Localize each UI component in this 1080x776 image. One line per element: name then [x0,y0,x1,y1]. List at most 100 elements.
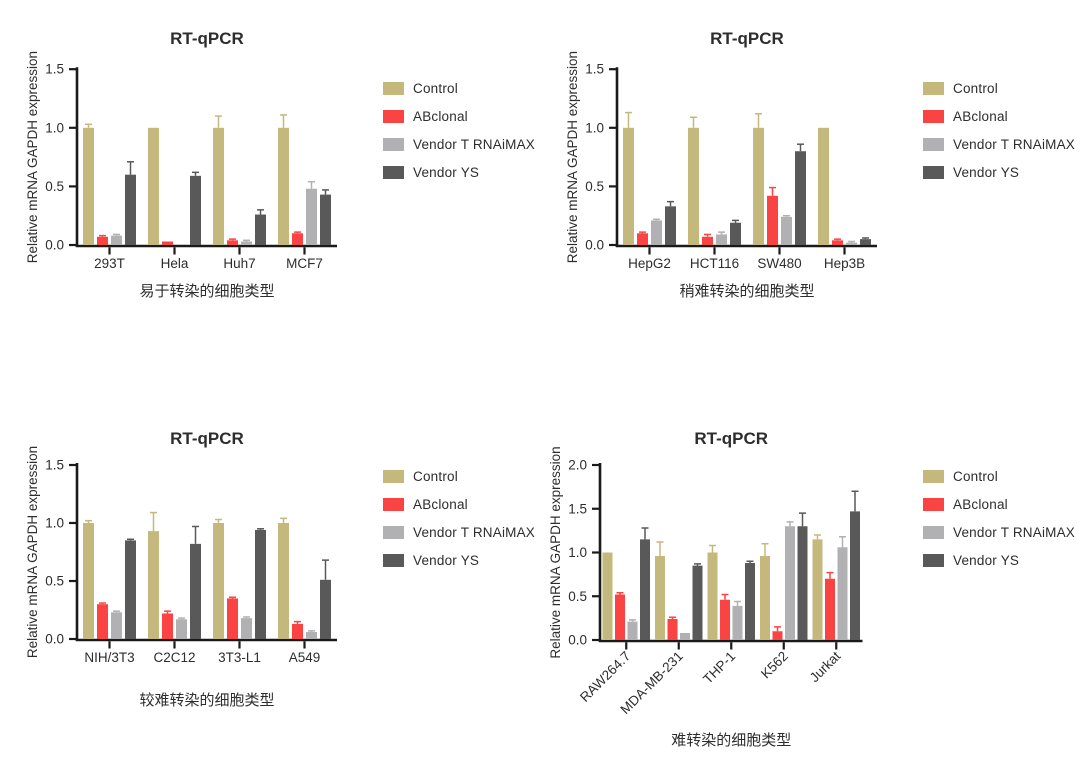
bar-control-hela [148,127,159,245]
bar-vendor-ys-nih-3t3 [125,540,136,639]
legend-label: ABclonal [413,496,468,512]
bar-vendor-t-rnaimax-c2c12 [176,619,187,639]
legend-item: Vendor YS [383,158,535,186]
bar-vendor-ys-3t3-l1 [255,529,266,639]
legend-label: Control [413,468,458,484]
x-tick-label: HCT116 [690,256,739,271]
x-axis-label: 稍难转染的细胞类型 [679,283,814,300]
bar-control-thp-1 [707,552,718,640]
bar-control-c2c12 [148,531,159,639]
bar-control-hep3b [818,127,829,245]
x-tick-label: A549 [289,650,321,665]
bar-control-raw264-7 [602,552,613,640]
bar-abclonal-293t [97,236,108,245]
bar-vendor-ys-jurkat [850,511,860,640]
bar-vendor-ys-a549 [320,579,331,639]
bar-vendor-t-rnaimax-huh7 [241,241,252,245]
legend-swatch-icon [383,109,404,123]
x-tick-label: 3T3-L1 [218,650,261,665]
chart-svg-1: RT-qPCR 0.0 0.5 1.0 1.5 293T Hela Huh7 MCF7 易于转染的… [25,29,337,300]
legend-swatch-icon [923,81,944,95]
bar-abclonal-hepg2 [637,233,648,245]
bar-control-hepg2 [623,127,634,245]
legend-item: ABclonal [923,102,1075,130]
bar-vendor-t-rnaimax-hct116 [716,234,727,245]
legend-item: Vendor YS [923,158,1075,186]
legend-item: Vendor YS [923,546,1075,574]
y-tick-label: 0.0 [45,632,64,647]
legend-item: ABclonal [383,102,535,130]
legend-item: Vendor T RNAiMAX [383,518,535,546]
bar-control-hct116 [688,127,699,245]
chart-title: RT-qPCR [710,29,784,48]
legend-swatch-icon [383,553,404,567]
legend-label: Vendor YS [953,164,1020,180]
x-axis-label: 易于转染的细胞类型 [139,283,274,300]
y-tick-label: 2.0 [568,458,587,473]
bar-vendor-ys-hela [190,175,201,245]
bar-abclonal-hct116 [702,236,713,245]
legend-item: Control [383,74,535,102]
bar-vendor-t-rnaimax-jurkat [837,547,848,640]
x-tick-label: K562 [758,649,791,682]
bar-control-mcf7 [278,127,289,245]
legend-label: Vendor T RNAiMAX [413,136,536,152]
bar-vendor-ys-thp-1 [745,563,755,640]
x-tick-label: Hela [161,256,189,271]
bar-vendor-t-rnaimax-sw480 [781,216,792,245]
legend-item: Vendor T RNAiMAX [923,130,1075,158]
bar-abclonal-mda-mb-231 [667,619,678,640]
x-tick-label: MCF7 [286,256,323,271]
y-tick-label: 0.5 [45,574,64,589]
bar-control-sw480 [753,127,764,245]
y-tick-label: 0.0 [568,633,587,648]
bar-vendor-ys-sw480 [795,151,806,245]
legend-swatch-icon [383,469,404,483]
bar-control-3t3-l1 [213,523,224,639]
legend-label: Vendor T RNAiMAX [413,524,536,540]
bar-control-nih-3t3 [83,523,94,639]
legend: Control ABclonal Vendor T RNAiMAX Vendor YS [383,462,535,574]
chart-title: RT-qPCR [170,429,244,448]
legend-item: Control [923,74,1075,102]
legend-label: Control [413,80,458,96]
bar-control-jurkat [812,539,823,640]
bar-abclonal-raw264-7 [615,594,625,640]
chart-panel-4: RT-qPCR 0.0 0.5 1.0 1.5 2.0 RAW264.7 MDA-MB-231… [540,388,1080,776]
x-tick-label: 293T [94,256,125,271]
bar-abclonal-k562 [772,631,783,640]
legend-swatch-icon [923,497,944,511]
bar-abclonal-jurkat [825,578,835,640]
legend-label: Vendor T RNAiMAX [953,136,1076,152]
x-tick-label: NIH/3T3 [84,650,134,665]
bar-abclonal-hela [162,241,173,245]
x-tick-label: Huh7 [223,256,255,271]
legend: Control ABclonal Vendor T RNAiMAX Vendor YS [383,74,535,186]
legend-item: Control [923,462,1075,490]
x-tick-label: THP-1 [700,649,738,687]
bar-vendor-t-rnaimax-a549 [306,632,317,639]
x-tick-label: C2C12 [153,650,195,665]
legend-label: Vendor YS [953,552,1020,568]
y-tick-label: 1.5 [568,501,587,516]
bar-vendor-t-rnaimax-mcf7 [306,188,317,245]
y-tick-label: 0.5 [585,179,604,194]
bar-abclonal-thp-1 [720,599,730,640]
legend-swatch-icon [383,497,404,511]
legend-label: Vendor YS [413,164,480,180]
bar-abclonal-c2c12 [162,613,173,639]
y-tick-label: 1.5 [45,62,64,77]
chart-title: RT-qPCR [694,429,768,448]
y-tick-label: 1.0 [45,120,64,135]
y-tick-label: 1.5 [585,62,604,77]
bar-abclonal-mcf7 [292,233,303,245]
legend-item: Vendor T RNAiMAX [383,130,535,158]
legend-swatch-icon [923,165,944,179]
bar-vendor-t-rnaimax-293t [111,235,122,245]
bar-vendor-t-rnaimax-nih-3t3 [111,612,122,639]
legend-swatch-icon [923,109,944,123]
legend: Control ABclonal Vendor T RNAiMAX Vendor YS [923,462,1075,574]
bar-vendor-ys-mcf7 [320,194,331,245]
legend-swatch-icon [383,81,404,95]
y-axis-label: Relative mRNA GAPDH expression [548,446,563,658]
